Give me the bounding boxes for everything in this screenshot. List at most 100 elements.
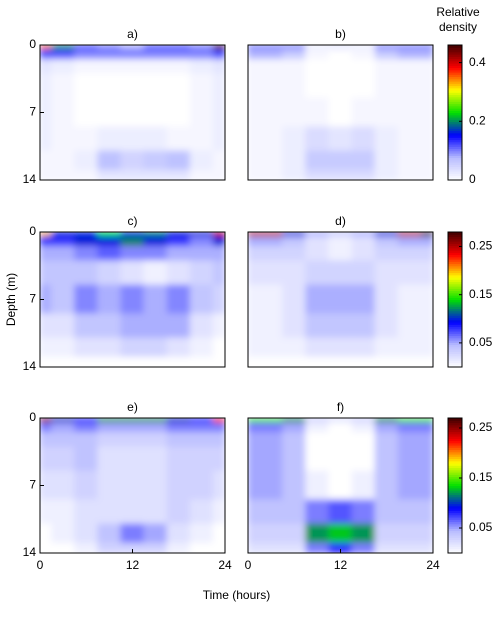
heatmap-cell (97, 542, 122, 553)
colorbar-segment (448, 47, 462, 51)
heatmap-cell (143, 150, 168, 171)
colorbar-segment (448, 445, 462, 448)
y-tick-label: 7 (29, 478, 36, 492)
colorbar-segment (448, 108, 462, 111)
heatmap-cell (374, 236, 399, 247)
heatmap-cell (259, 169, 284, 180)
colorbar-segment (448, 103, 462, 107)
colorbar-segment (448, 164, 462, 168)
heatmap-cell (74, 236, 99, 247)
x-axis-label: Time (hours) (203, 588, 271, 602)
heatmap-cell (328, 337, 353, 358)
heatmap-cell (120, 126, 145, 152)
heatmap-cell (248, 523, 261, 544)
x-tick-label: 12 (334, 558, 348, 572)
heatmap-cell (351, 150, 376, 171)
heatmap-cell (328, 431, 353, 448)
heatmap-cell (305, 542, 330, 553)
heatmap-cell (374, 97, 399, 128)
heatmap-cell (212, 542, 225, 553)
heatmap-cell (328, 97, 353, 128)
heatmap-cell (420, 58, 433, 75)
y-tick-label: 0 (29, 410, 36, 424)
heatmap-cell (212, 49, 225, 60)
heatmap-cell (282, 232, 307, 238)
heatmap-cell (74, 97, 99, 128)
heatmap-cell (166, 150, 191, 171)
colorbar-segment (448, 99, 462, 102)
heatmap-cell (374, 523, 399, 544)
heatmap-cell (74, 418, 99, 424)
colorbar-segment (448, 503, 462, 507)
heatmap-cell (120, 150, 145, 171)
heatmap-cell (305, 431, 330, 448)
colorbar-segment (448, 126, 462, 129)
heatmap-cell (189, 470, 214, 501)
colorbar-segment (448, 319, 462, 323)
colorbar-frame (447, 417, 463, 554)
colorbar-segment (448, 277, 462, 280)
colorbar-segment (448, 420, 462, 424)
colorbar-segment (448, 523, 462, 527)
colorbar-segment (448, 429, 462, 433)
heatmap-cell (97, 97, 122, 128)
colorbar-segment (448, 436, 462, 439)
colorbar-segment (448, 85, 462, 89)
heatmap-cell (374, 356, 399, 367)
heatmap-cell (259, 45, 284, 51)
heatmap-cell (259, 232, 284, 238)
heatmap-cells (248, 418, 433, 553)
heatmap-cell (397, 446, 422, 472)
colorbar-segment (448, 247, 462, 251)
heatmap-cell (166, 337, 191, 358)
heatmap-cell (212, 284, 225, 315)
heatmap-cell (374, 260, 399, 286)
heatmap-cell (248, 431, 261, 448)
heatmap-cell (420, 422, 433, 433)
heatmap-cell (282, 499, 307, 525)
heatmap-cell (397, 284, 422, 315)
colorbar-segment (448, 60, 462, 64)
heatmap-cell (120, 418, 145, 424)
heatmap-cell (74, 73, 99, 99)
heatmap-cell (259, 337, 284, 358)
heatmap-cell (120, 232, 145, 238)
colorbar-segment (448, 454, 462, 457)
heatmap-cell (40, 236, 53, 247)
heatmap-cell (259, 58, 284, 75)
heatmap-cell (328, 58, 353, 75)
heatmap-cell (248, 97, 261, 128)
colorbar-segment (448, 270, 462, 274)
heatmap-cell (397, 49, 422, 60)
colorbar-segment (448, 159, 462, 163)
heatmap-cell (328, 356, 353, 367)
colorbar-segment (448, 546, 462, 550)
colorbar-segment (448, 331, 462, 334)
heatmap-cell (143, 542, 168, 553)
colorbar-segment (448, 550, 462, 554)
plot-frame (247, 231, 434, 368)
heatmap-cell (166, 245, 191, 262)
heatmap-cell (420, 73, 433, 99)
colorbar-segment (448, 236, 462, 240)
heatmap-cell (189, 49, 214, 60)
heatmap-cell (305, 470, 330, 501)
heatmap-cell (189, 431, 214, 448)
colorbar-segment (448, 119, 462, 123)
heatmap-cell (328, 126, 353, 152)
heatmap-cell (212, 313, 225, 339)
colorbar-segment (448, 337, 462, 341)
heatmap-cell (189, 236, 214, 247)
panel-title: d) (335, 214, 346, 228)
colorbar-segment (448, 148, 462, 152)
heatmap-cell (351, 446, 376, 472)
heatmap-cell (166, 284, 191, 315)
heatmap-cell (374, 418, 399, 424)
colorbar-segment (448, 499, 462, 502)
colorbar-tick-label: 0.05 (469, 335, 493, 349)
heatmap-cell (166, 499, 191, 525)
heatmap-cell (51, 499, 76, 525)
heatmap-cell (120, 422, 145, 433)
colorbar-segment (448, 308, 462, 312)
